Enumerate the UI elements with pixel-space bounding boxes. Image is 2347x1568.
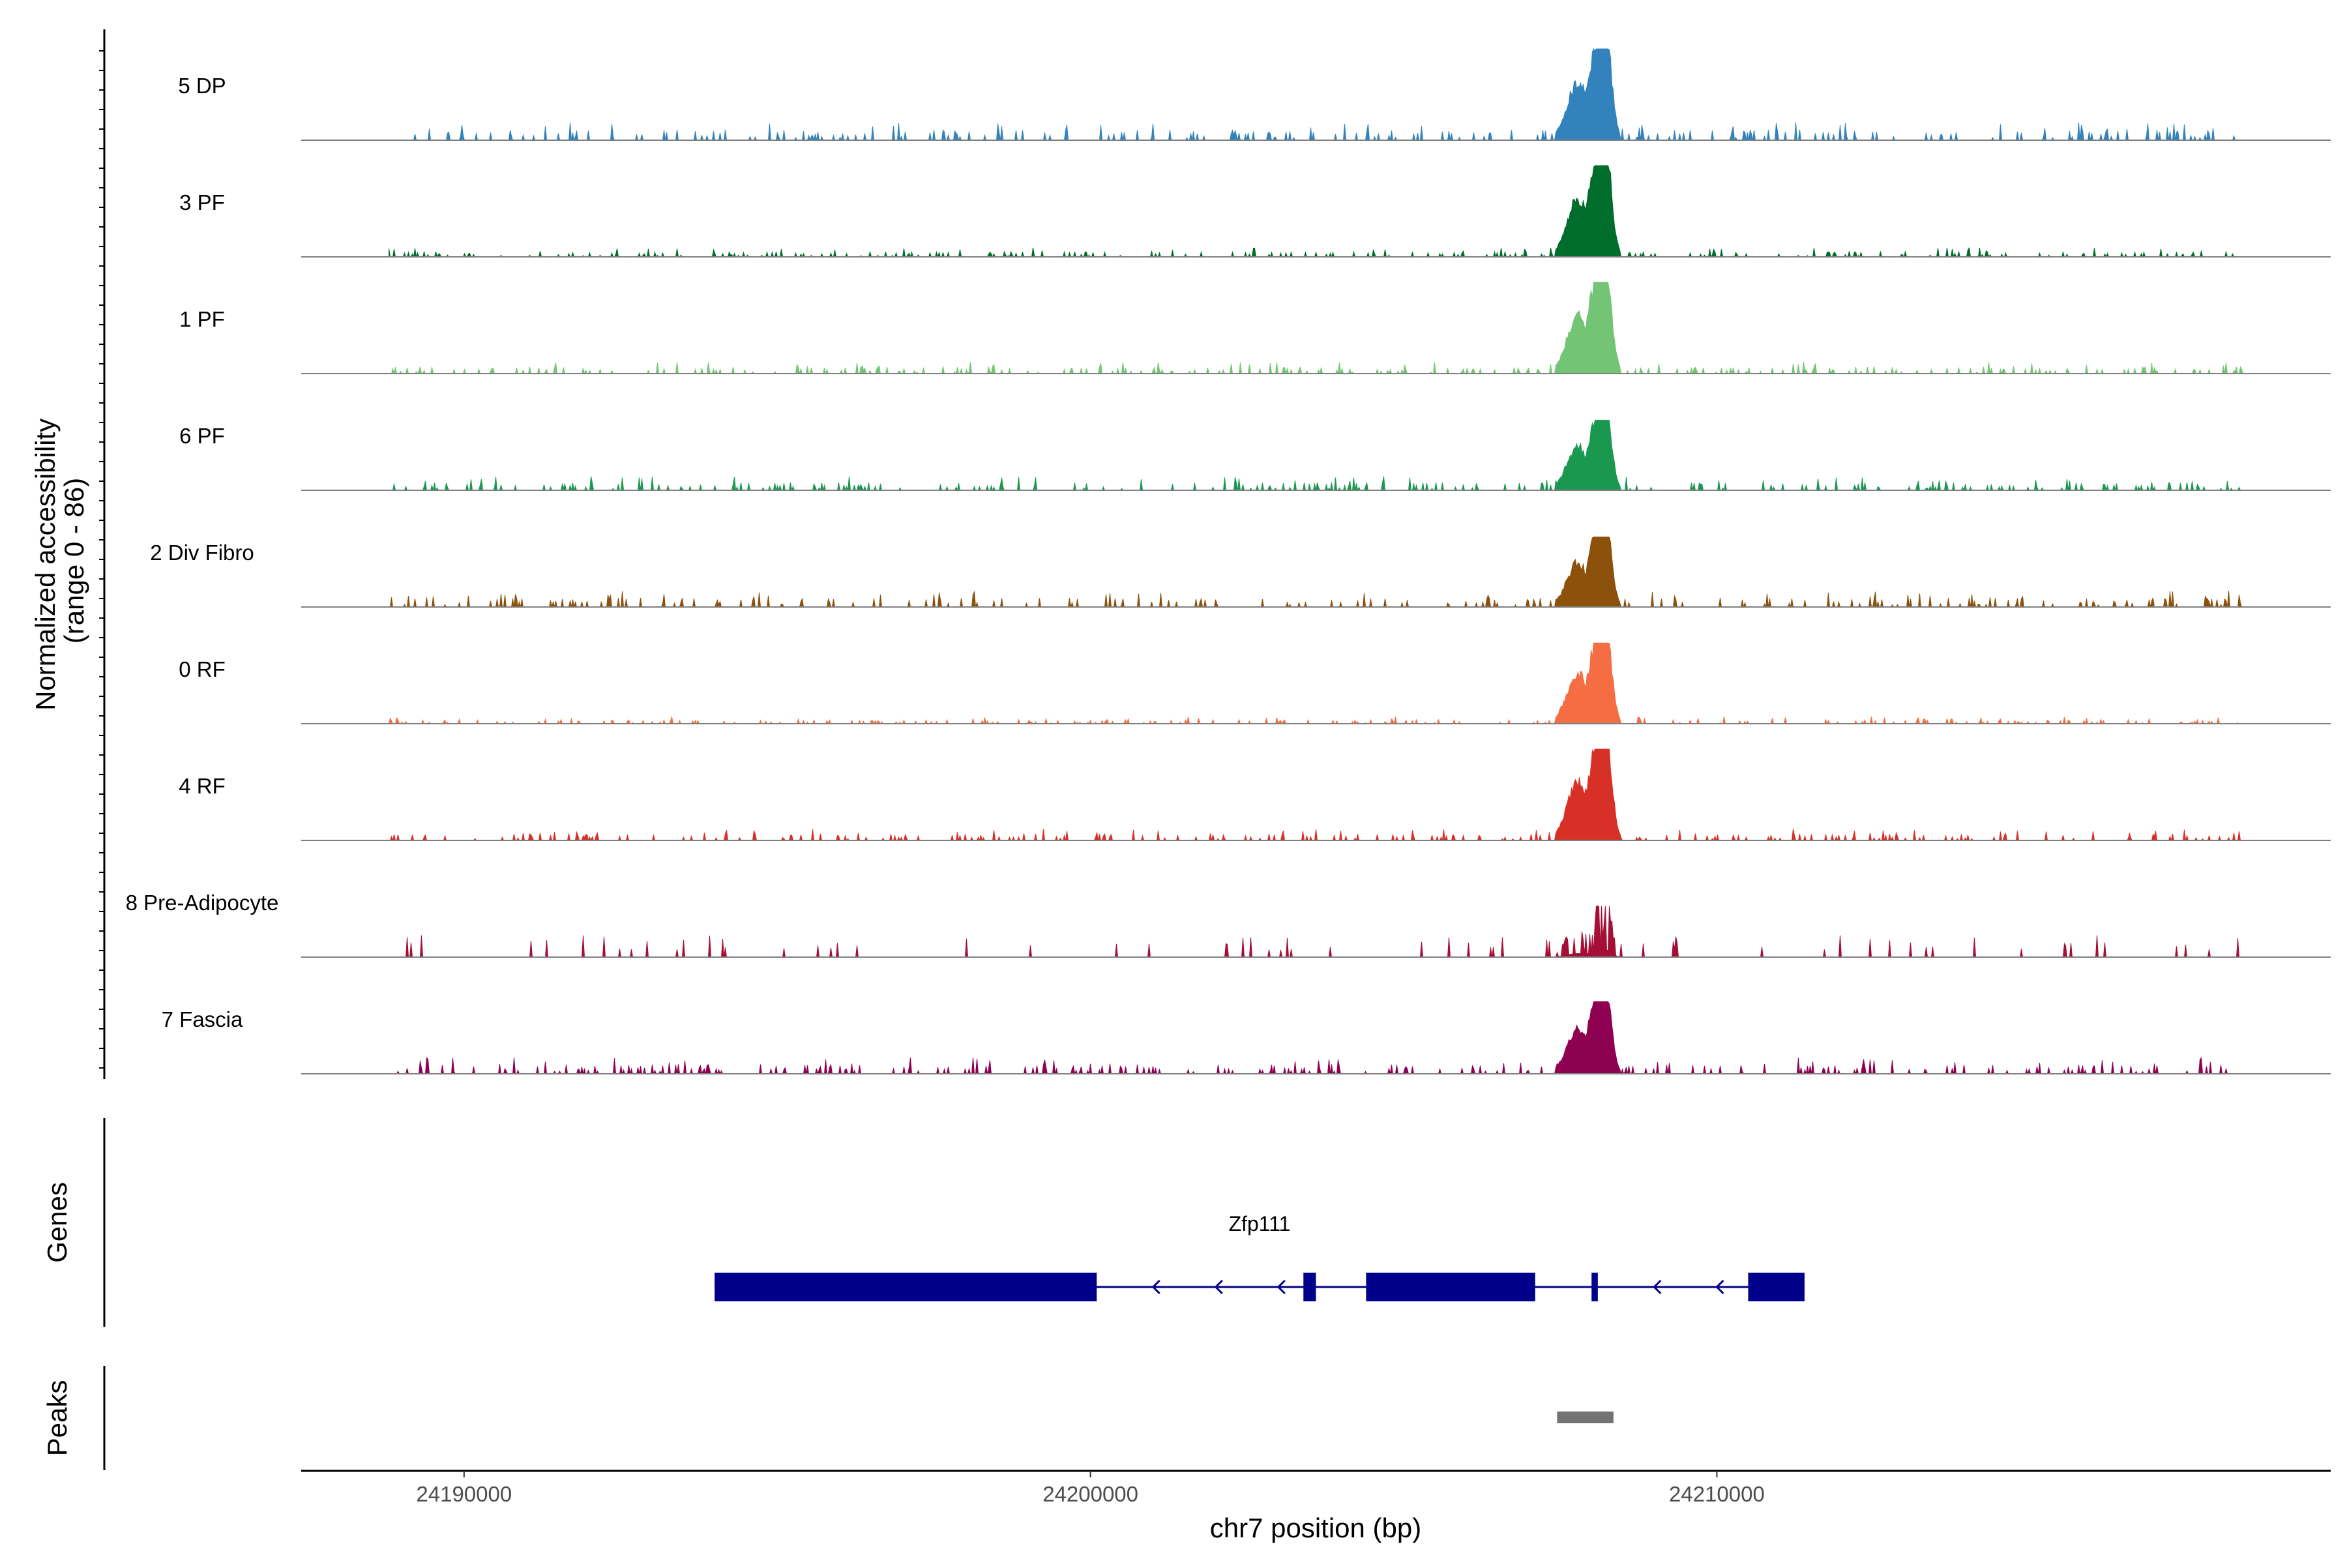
track-signal-area (389, 906, 2243, 958)
track-signal-area (389, 48, 2243, 141)
coverage-y-axis-ticks (99, 50, 104, 1069)
gene-name-label: Zfp111 (1229, 1212, 1291, 1235)
peak-regions (1557, 1412, 1614, 1423)
gene-strand-arrow (1151, 1279, 1160, 1295)
track-signal-area (389, 537, 2243, 608)
x-axis-title: chr7 position (bp) (1210, 1513, 1422, 1543)
track-signal-area (389, 1001, 2243, 1075)
track-signal-area (389, 165, 2243, 258)
gene-strand-arrow (1653, 1279, 1662, 1295)
gene-exon (1366, 1273, 1535, 1301)
track-signal-area (389, 282, 2244, 375)
y-axis-title-line1: Normalized accessibility (30, 419, 61, 711)
x-axis-ticks: 24190000 24200000 24210000 (416, 1471, 1765, 1506)
x-tick-label: 24190000 (416, 1482, 512, 1506)
track-label: 3 PF (179, 190, 225, 214)
peak-region (1557, 1412, 1614, 1423)
track-1-pf: 1 PF (179, 282, 2331, 375)
track-label: 4 RF (179, 774, 226, 798)
gene-strand-arrow (1214, 1279, 1223, 1295)
track-8-pre-adipocyte: 8 Pre-Adipocyte (126, 891, 2331, 958)
x-axis: 24190000 24200000 24210000 chr7 position (… (301, 1470, 2331, 1543)
track-2-div-fibro: 2 Div Fibro (150, 537, 2331, 608)
x-tick-label: 24210000 (1669, 1482, 1765, 1506)
track-3-pf: 3 PF (179, 165, 2331, 258)
peaks-title: Peaks (42, 1380, 72, 1457)
genes-panel: Genes Zfp111 (42, 1118, 1805, 1327)
gene-exon (1303, 1273, 1316, 1301)
track-4-rf: 4 RF (179, 748, 2331, 842)
track-7-fascia: 7 Fascia (162, 1001, 2331, 1075)
track-label: 5 DP (178, 74, 226, 98)
track-label: 0 RF (179, 657, 226, 681)
track-label: 6 PF (179, 424, 225, 448)
track-label: 2 Div Fibro (150, 540, 254, 565)
coverage-tracks: 5 DP 3 PF 1 PF 6 PF 2 Div Fibro 0 RF 4 RF 8 Pre… (126, 48, 2331, 1075)
gene-exon (715, 1273, 1097, 1301)
track-label: 1 PF (179, 307, 225, 331)
y-axis-title: Normalized accessibility (range 0 - 86) (30, 411, 89, 711)
peaks-panel: Peaks (42, 1366, 1614, 1470)
genes-title: Genes (42, 1182, 72, 1263)
track-label: 8 Pre-Adipocyte (126, 891, 279, 915)
gene-model-zfp111 (715, 1273, 1805, 1301)
gene-strand-arrow (1277, 1279, 1286, 1295)
track-signal-area (389, 748, 2243, 842)
gene-exon (1591, 1273, 1598, 1301)
track-6-pf: 6 PF (179, 420, 2331, 492)
track-signal-area (389, 420, 2243, 492)
track-label: 7 Fascia (162, 1007, 243, 1031)
gene-strand-arrow (1715, 1279, 1724, 1295)
track-5-dp: 5 DP (178, 48, 2331, 141)
track-0-rf: 0 RF (179, 642, 2331, 725)
track-signal-area (388, 642, 2243, 725)
y-axis-title-line2: (range 0 - 86) (59, 478, 89, 643)
gene-exon (1748, 1273, 1805, 1301)
x-tick-label: 24200000 (1042, 1482, 1138, 1506)
coverage-panel: 5 DP 3 PF 1 PF 6 PF 2 Div Fibro 0 RF 4 RF 8 Pre… (30, 29, 2331, 1079)
